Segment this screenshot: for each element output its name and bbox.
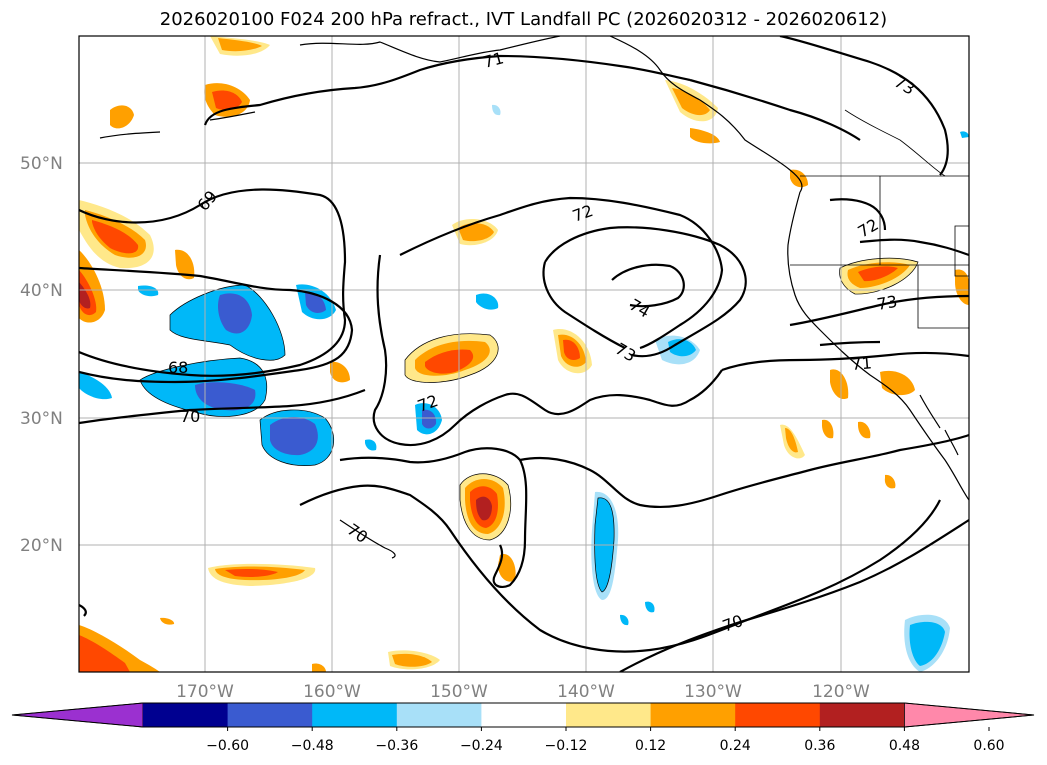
political-borders xyxy=(790,109,969,329)
lat-label-40n: 40°N xyxy=(20,281,63,301)
colorbar-bin xyxy=(819,703,905,727)
colorbar-tick-label: −0.60 xyxy=(206,738,249,754)
colorbar-extend-high xyxy=(904,702,1035,728)
lon-label-120w: 120°W xyxy=(812,682,870,702)
lon-label-140w: 140°W xyxy=(557,682,615,702)
colorbar-bin xyxy=(227,703,313,727)
map-area xyxy=(79,36,969,672)
contour-lines xyxy=(79,36,969,672)
map-frame xyxy=(78,35,970,673)
gridlines xyxy=(79,36,969,672)
contour-label: 68 xyxy=(168,358,188,377)
colorbar-tick-label: −0.48 xyxy=(291,738,334,754)
colorbar-tick-label: −0.24 xyxy=(460,738,503,754)
colorbar-bin xyxy=(312,703,398,727)
colorbar-tick-label: −0.36 xyxy=(375,738,418,754)
colorbar-extend-low xyxy=(11,702,144,728)
colorbar-tick-label: −0.12 xyxy=(545,738,588,754)
lon-label-160w: 160°W xyxy=(303,682,361,702)
colorbar-bin xyxy=(396,703,482,727)
positive-anomaly-patches xyxy=(79,36,969,672)
contour-label: 70 xyxy=(180,407,200,426)
longitude-labels: 170°W 160°W 150°W 140°W 130°W 120°W xyxy=(176,682,870,702)
lat-label-20n: 20°N xyxy=(20,536,63,556)
patch-outlines xyxy=(139,257,919,593)
latitude-labels: 50°N 40°N 30°N 20°N xyxy=(20,154,63,556)
colorbar-bin xyxy=(650,703,736,727)
lat-label-50n: 50°N xyxy=(20,154,63,174)
colorbar-bin xyxy=(143,703,229,727)
colorbar: −0.60 −0.48 −0.36 −0.24 −0.12 0.12 0.24 0.36 0.4… xyxy=(11,702,1035,754)
colorbar-tick-label: 0.12 xyxy=(635,738,666,754)
lon-label-150w: 150°W xyxy=(430,682,488,702)
colorbar-bin xyxy=(566,703,652,727)
colorbar-tick-label: 0.60 xyxy=(973,738,1004,754)
lon-label-130w: 130°W xyxy=(684,682,742,702)
colorbar-tick-label: 0.24 xyxy=(720,738,751,754)
colorbar-bin xyxy=(481,703,567,727)
colorbar-outline xyxy=(11,702,1035,728)
contour-label: 73 xyxy=(875,292,898,314)
map-title: 2026020100 F024 200 hPa refract., IVT La… xyxy=(159,9,888,30)
lat-label-30n: 30°N xyxy=(20,409,63,429)
colorbar-tick-label: 0.36 xyxy=(804,738,835,754)
lon-label-170w: 170°W xyxy=(176,682,234,702)
contour-label: 71 xyxy=(481,48,506,72)
colorbar-tick-label: 0.48 xyxy=(889,738,920,754)
contour-label: 71 xyxy=(851,353,873,374)
colorbar-bin xyxy=(735,703,821,727)
